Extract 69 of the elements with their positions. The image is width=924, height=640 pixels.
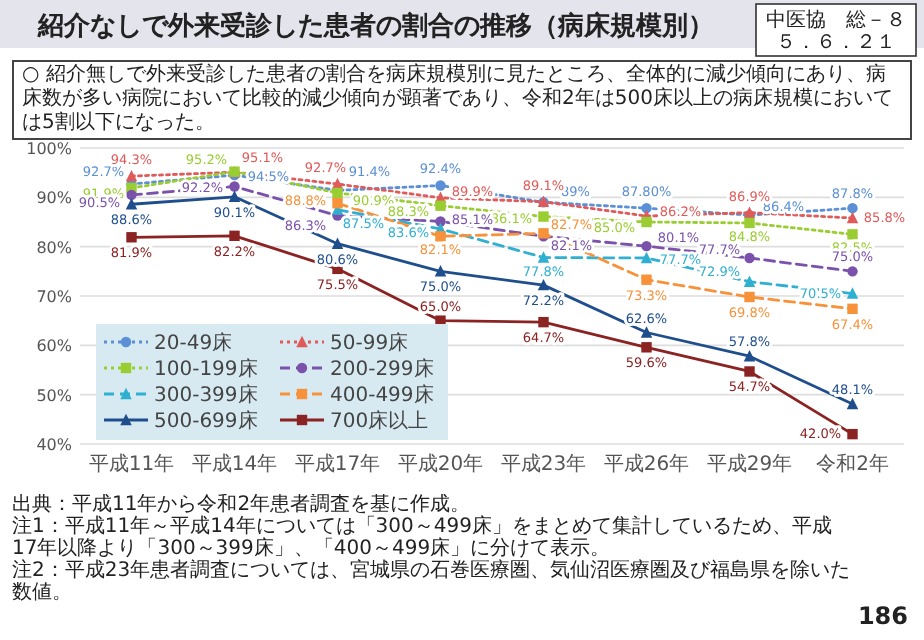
y-tick-label: 50% xyxy=(36,386,73,405)
point xyxy=(125,169,138,182)
point xyxy=(332,198,343,209)
point xyxy=(126,189,137,201)
point xyxy=(538,211,549,222)
point xyxy=(744,366,755,377)
point xyxy=(847,303,858,315)
x-tick-label: 平成23年 xyxy=(500,452,587,476)
y-tick-label: 70% xyxy=(36,288,73,306)
point xyxy=(435,180,446,191)
point xyxy=(228,190,241,203)
x-tick-label: 平成11年 xyxy=(88,452,175,476)
text: 中医協 総－８ xyxy=(766,8,906,32)
text: ５．６．２１ xyxy=(776,32,896,54)
point xyxy=(641,342,652,353)
text: 186 xyxy=(857,602,908,630)
x-tick-label: 令和2年 xyxy=(816,452,889,476)
y-tick-label: 80% xyxy=(36,238,73,257)
point xyxy=(641,202,652,214)
x-tick-label: 平成26年 xyxy=(603,452,690,476)
point xyxy=(743,349,756,362)
point xyxy=(640,326,653,338)
y-tick-label: 100% xyxy=(26,140,73,158)
point xyxy=(435,216,446,227)
point xyxy=(537,278,550,291)
point xyxy=(846,397,859,410)
point xyxy=(229,181,240,192)
legend-label: 500-699床 xyxy=(154,409,258,433)
x-tick-label: 平成20年 xyxy=(397,452,484,476)
point xyxy=(125,198,138,210)
point xyxy=(538,316,549,328)
point xyxy=(846,287,859,299)
point xyxy=(641,274,652,285)
point xyxy=(847,266,858,277)
point xyxy=(847,229,858,240)
legend-label: 50-99床 xyxy=(330,331,409,355)
legend-label: 300-399床 xyxy=(154,383,258,407)
point xyxy=(640,251,653,264)
legend-label: 20-49床 xyxy=(154,331,233,355)
legend-label: 200-299床 xyxy=(330,357,434,381)
point xyxy=(434,265,447,277)
text: 注1：平成11年～平成14年については「300～499床」をまとめて集計しているため、平成17年以降より「300～399床」、「400～499床」に分けて表示。 xyxy=(12,516,834,560)
legend-label: 700床以上 xyxy=(330,409,429,433)
text: 注2：平成23年患者調査については、宮城県の石巻医療圏、気仙沼医療圏及び福島県を除いた数値。 xyxy=(12,560,852,604)
point xyxy=(435,231,446,242)
point xyxy=(435,200,446,211)
point xyxy=(641,216,652,228)
point xyxy=(847,428,858,440)
point xyxy=(847,202,858,214)
chart-title: 紹介なしで外来受診した患者の割合の推移（病床規模別） xyxy=(36,10,714,42)
point xyxy=(229,230,240,242)
x-tick-label: 平成17年 xyxy=(294,452,381,476)
point xyxy=(744,291,755,303)
point xyxy=(126,232,137,243)
point xyxy=(537,251,550,263)
legend-label: 400-499床 xyxy=(330,383,434,407)
point xyxy=(743,275,756,287)
point xyxy=(744,252,755,264)
chart-subtitle: ○ 紹介無しで外来受診した患者の割合を病床規模別に見たところ、全体的に減少傾向にあり、病床数が多い病院において比較的減少傾向が顕著であり、令和2年は500床以上の病床規模においては5割以下になった。 xyxy=(12,60,912,140)
y-tick-label: 60% xyxy=(36,337,73,356)
point xyxy=(331,237,344,249)
x-tick-label: 平成14年 xyxy=(191,452,278,476)
y-tick-label: 40% xyxy=(36,436,73,454)
legend-label: 100-199床 xyxy=(154,357,258,381)
point xyxy=(744,217,755,229)
point xyxy=(846,211,859,224)
y-tick-label: 90% xyxy=(36,189,73,208)
point xyxy=(641,240,652,252)
x-tick-label: 平成29年 xyxy=(706,452,793,476)
